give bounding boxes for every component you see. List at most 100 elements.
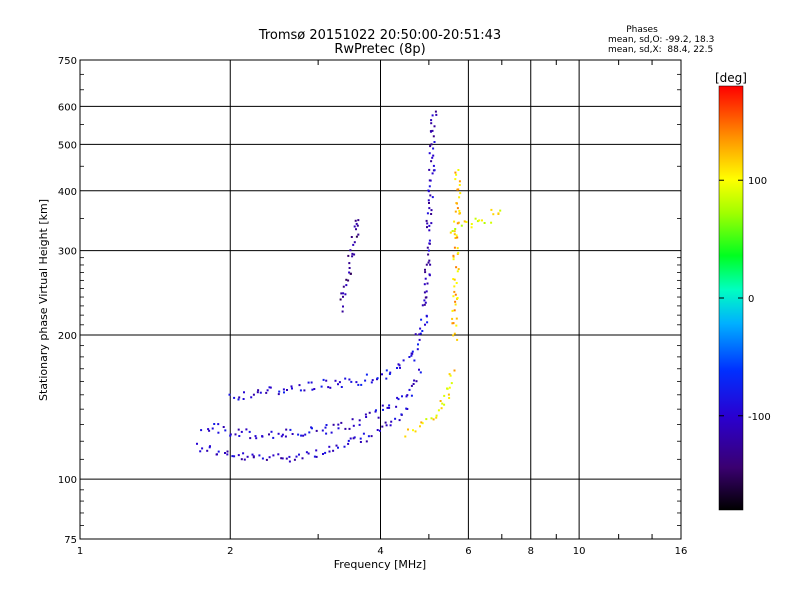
data-point: [435, 113, 438, 116]
data-point: [377, 416, 380, 419]
data-point: [298, 384, 301, 387]
data-point: [453, 369, 456, 372]
data-point: [396, 367, 398, 369]
data-point: [420, 421, 423, 424]
data-point: [228, 393, 231, 396]
data-point: [398, 364, 401, 367]
data-point: [455, 282, 458, 284]
data-point: [277, 393, 280, 396]
data-point: [431, 129, 434, 132]
data-point: [340, 421, 343, 424]
data-point: [426, 226, 428, 229]
data-point: [347, 254, 350, 257]
data-point: [428, 152, 431, 155]
data-point: [412, 383, 415, 385]
stats-line-o: mean, sd,O: -99.2, 18.3: [608, 35, 714, 45]
data-point: [432, 164, 435, 167]
data-point: [478, 219, 481, 222]
x-tick-label: 16: [675, 546, 688, 557]
data-point: [208, 446, 211, 449]
data-point: [304, 433, 307, 436]
data-point: [347, 442, 350, 445]
data-point: [344, 427, 347, 430]
data-point: [353, 225, 356, 228]
data-point: [268, 386, 271, 389]
data-point: [423, 299, 426, 302]
data-point: [226, 450, 229, 453]
data-point: [343, 445, 346, 448]
x-tick-label: 8: [528, 546, 534, 557]
data-point: [426, 246, 429, 249]
data-point: [413, 379, 416, 382]
data-point: [365, 416, 368, 418]
data-point: [425, 314, 428, 317]
data-point: [352, 424, 355, 427]
data-point: [454, 178, 457, 181]
data-point: [293, 458, 296, 461]
data-point: [233, 396, 236, 399]
data-point: [432, 147, 435, 150]
data-point: [430, 213, 433, 215]
data-point: [410, 384, 413, 387]
data-point: [397, 398, 400, 401]
data-point: [355, 228, 357, 231]
data-point: [252, 455, 255, 458]
data-point: [407, 428, 409, 431]
data-point: [419, 327, 422, 330]
data-point: [357, 219, 360, 222]
data-point: [434, 110, 437, 113]
data-point: [455, 173, 458, 176]
data-point: [389, 371, 392, 374]
data-point: [339, 298, 342, 301]
data-point: [295, 455, 298, 458]
data-point: [449, 374, 452, 377]
data-point: [455, 266, 458, 269]
data-point: [453, 332, 456, 335]
data-point: [266, 389, 269, 392]
data-point: [265, 458, 268, 461]
data-point: [431, 156, 434, 159]
data-point: [452, 258, 455, 261]
data-point: [285, 457, 288, 460]
data-point: [357, 383, 360, 386]
data-point: [463, 220, 466, 223]
data-point: [418, 338, 421, 341]
data-point: [216, 453, 218, 456]
data-point: [465, 221, 468, 223]
data-point: [435, 414, 438, 417]
data-point: [459, 192, 462, 195]
colorbar-label: [deg]: [715, 71, 747, 85]
data-point: [382, 408, 384, 411]
data-point: [424, 296, 427, 299]
data-point: [408, 356, 411, 358]
data-point: [430, 209, 433, 212]
data-point: [365, 440, 368, 443]
data-point: [429, 194, 432, 197]
y-axis-label: Stationary phase Virtual Height [km]: [37, 199, 50, 401]
data-point: [286, 389, 288, 391]
data-point: [431, 172, 434, 175]
x-tick-label: 6: [465, 546, 471, 557]
data-point: [435, 416, 438, 419]
data-point: [481, 219, 483, 222]
data-point: [364, 413, 367, 416]
data-point: [424, 277, 427, 280]
data-point: [345, 284, 348, 287]
data-point: [356, 224, 359, 227]
data-point: [453, 220, 456, 223]
data-point: [421, 304, 424, 307]
data-point: [213, 423, 216, 425]
data-point: [410, 394, 413, 397]
data-point: [420, 318, 423, 321]
y-tick-label: 75: [64, 535, 77, 546]
data-point: [427, 199, 430, 202]
data-point: [281, 457, 284, 460]
data-point: [425, 219, 428, 222]
data-point: [490, 221, 493, 224]
data-point: [315, 429, 318, 432]
data-point: [456, 270, 459, 273]
data-point: [439, 400, 442, 402]
data-point: [265, 391, 268, 394]
chart-subtitle: RwPretec (8p): [334, 42, 425, 57]
y-tick-label: 750: [58, 56, 77, 67]
